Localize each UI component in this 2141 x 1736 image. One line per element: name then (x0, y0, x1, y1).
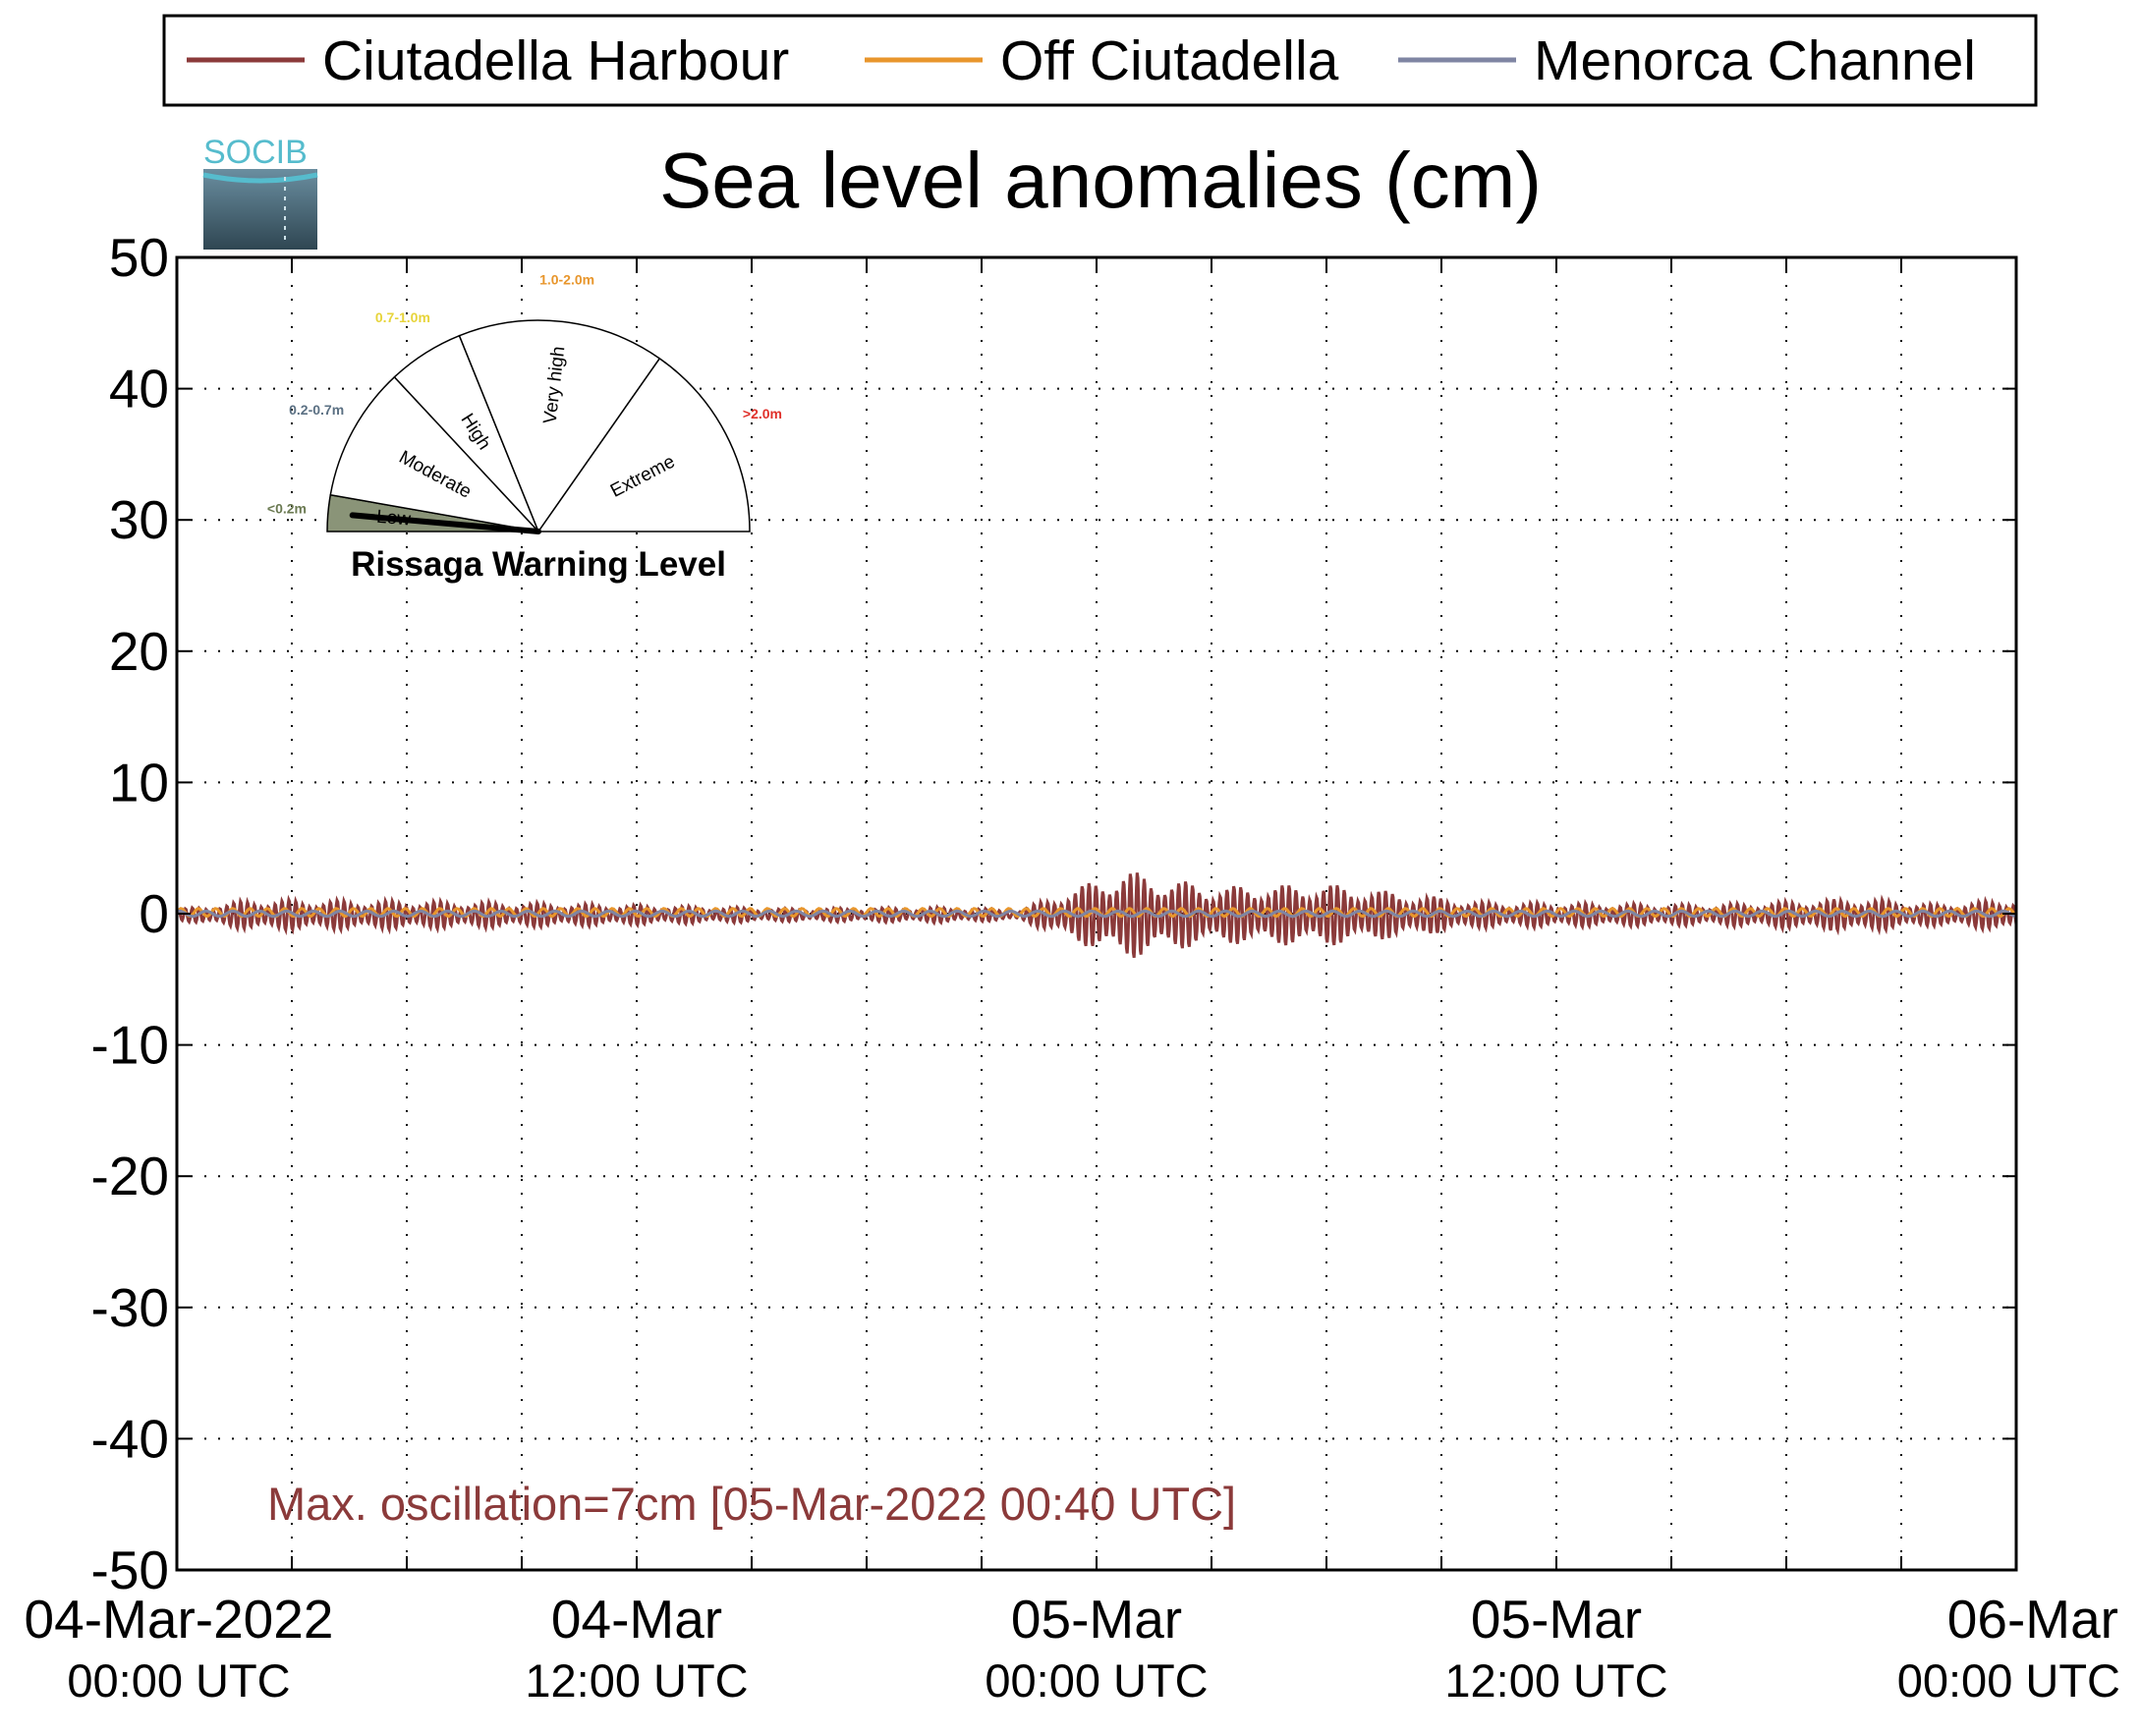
chart-title: Sea level anomalies (cm) (659, 137, 1542, 224)
gauge-range-label: 1.0-2.0m (539, 271, 594, 287)
legend-item-menorca-channel: Menorca Channel (1398, 29, 1976, 92)
x-tick-label-time: 12:00 UTC (525, 1654, 748, 1707)
legend: Ciutadella Harbour Off Ciutadella Menorc… (162, 14, 2038, 107)
gauge-sector-moderate (329, 375, 541, 533)
x-tick-label-time: 12:00 UTC (1444, 1654, 1667, 1707)
socib-logo: SOCIB (202, 134, 318, 250)
y-tick-label: -30 (91, 1277, 170, 1338)
y-tick-label: 40 (109, 359, 169, 420)
y-tick-label: -10 (91, 1015, 170, 1076)
y-tick-label: 20 (109, 621, 169, 682)
y-tick-label: 0 (139, 883, 169, 944)
gauge-range-label: 0.7-1.0m (375, 309, 430, 325)
x-tick-label-date: 05-Mar (1471, 1589, 1642, 1650)
legend-label: Ciutadella Harbour (322, 29, 789, 92)
x-tick-label-date: 04-Mar (551, 1589, 722, 1650)
gauge-range-labels: <0.2m 0.2-0.7m 0.7-1.0m 1.0-2.0m >2.0m (267, 271, 782, 516)
x-tick-label-time: 00:00 UTC (67, 1654, 290, 1707)
axis-ticks (177, 256, 2016, 1571)
series-layer (175, 872, 2018, 959)
legend-item-ciutadella-harbour: Ciutadella Harbour (187, 29, 789, 92)
x-tick-label-date: 05-Mar (1011, 1589, 1182, 1650)
x-tick-label-date: 06-Mar (1947, 1589, 2118, 1650)
series-line-menorca-channel (176, 909, 2017, 919)
gauge-sectors (326, 319, 751, 533)
gauge-sector-very-high (458, 319, 661, 533)
y-tick-label: -50 (91, 1540, 170, 1600)
gauge-sector-extreme (536, 357, 751, 532)
y-tick-label: -20 (91, 1146, 170, 1206)
y-tick-label: -40 (91, 1408, 170, 1469)
logo-text: SOCIB (203, 134, 308, 171)
x-tick-label-date: 04-Mar-2022 (25, 1589, 334, 1650)
y-tick-label: 50 (109, 227, 169, 288)
legend-item-off-ciutadella: Off Ciutadella (865, 29, 1339, 92)
gauge-title: Rissaga Warning Level (351, 545, 726, 584)
legend-label: Off Ciutadella (1000, 29, 1339, 92)
legend-label: Menorca Channel (1534, 29, 1976, 92)
gauge-range-label: <0.2m (267, 500, 307, 516)
gauge-needle (349, 512, 541, 534)
gauge-range-label: 0.2-0.7m (289, 402, 344, 418)
x-tick-label-time: 00:00 UTC (985, 1654, 1208, 1707)
y-axis-tick-labels: 50 40 30 20 10 0 -10 -20 -30 -40 -50 (91, 227, 170, 1600)
gauge-range-label: >2.0m (743, 406, 782, 421)
legend-box (162, 14, 2038, 107)
y-tick-label: 10 (109, 752, 169, 812)
x-tick-label-time: 00:00 UTC (1897, 1654, 2120, 1707)
max-oscillation-note: Max. oscillation=7cm [05-Mar-2022 00:40 … (267, 1478, 1236, 1530)
y-tick-label: 30 (109, 489, 169, 550)
